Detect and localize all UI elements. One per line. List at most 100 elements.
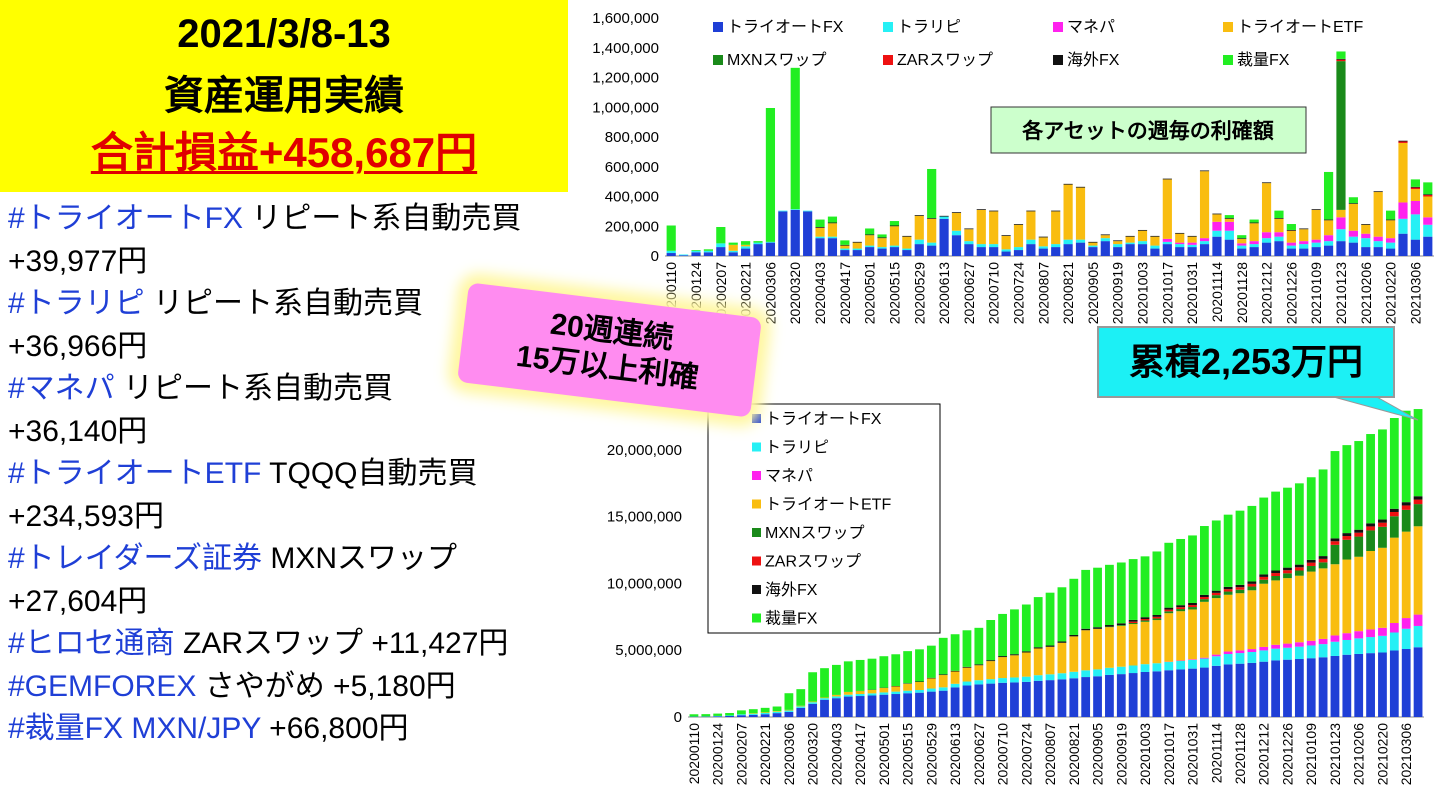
result-tag[interactable]: #トライオートFX: [8, 202, 244, 235]
bar-segment: [1366, 434, 1375, 524]
bar-segment: [1199, 594, 1209, 598]
result-row: #トライオートFX リピート系自動売買: [8, 198, 578, 241]
result-desc: +66,800円: [260, 712, 409, 745]
y-tick-label: 0: [674, 709, 682, 726]
bar-segment: [1033, 675, 1043, 681]
bar-segment: [1413, 499, 1423, 505]
bar-segment: [1187, 242, 1197, 245]
bar-segment: [679, 254, 689, 256]
result-tag[interactable]: #裁量FX MXN/JPY: [8, 712, 261, 745]
bar-segment: [1323, 219, 1334, 221]
x-tick-label: 20200306: [762, 262, 778, 325]
result-tag[interactable]: #ヒロセ通商: [8, 627, 175, 660]
y-tick-label: 800,000: [605, 129, 659, 146]
bar-segment: [1033, 648, 1043, 676]
bar-segment: [1051, 210, 1061, 212]
bar-segment: [831, 664, 841, 695]
bar-segment: [765, 241, 776, 243]
bar-segment: [1274, 241, 1284, 256]
bar-segment: [772, 706, 782, 712]
result-desc: TQQQ自動売買: [261, 457, 478, 490]
bar-segment: [1211, 654, 1221, 657]
bar-segment: [1224, 218, 1234, 219]
bar-segment: [903, 693, 913, 717]
result-row: #トラリピ リピート系自動売買: [8, 283, 578, 326]
bar-segment: [1069, 578, 1079, 635]
result-row: +36,966円: [8, 326, 578, 369]
bar-segment: [1401, 648, 1411, 717]
bar-segment: [820, 697, 829, 699]
x-tick-label: 20201226: [1279, 723, 1295, 786]
y-tick-label: 200,000: [605, 218, 659, 235]
bar-segment: [865, 235, 875, 246]
bar-segment: [1140, 617, 1150, 620]
bar-segment: [1199, 244, 1210, 256]
bar-segment: [1261, 182, 1272, 184]
bar-segment: [1294, 659, 1304, 717]
bar-segment: [843, 661, 853, 692]
bar-segment: [1237, 248, 1247, 256]
result-desc: +234,593円: [8, 499, 164, 533]
bar-segment: [1235, 584, 1245, 588]
bar-segment: [889, 225, 900, 227]
result-tag[interactable]: #トレイダーズ証券: [8, 542, 262, 575]
bar-segment: [1188, 607, 1197, 610]
legend-label: トライオートETF: [1237, 19, 1363, 36]
bar-segment: [760, 712, 770, 713]
x-tick-label: 20210306: [1407, 262, 1423, 325]
x-tick-label: 20200627: [971, 723, 987, 786]
bar-segment: [1188, 535, 1197, 603]
bar-segment: [1113, 241, 1123, 245]
bar-segment: [1261, 183, 1272, 233]
bar-segment: [1211, 592, 1221, 596]
bar-segment: [1199, 241, 1210, 245]
bar-segment: [1176, 669, 1186, 717]
bar-segment: [1366, 653, 1375, 717]
result-tag[interactable]: #トラリピ: [8, 287, 145, 320]
bar-segment: [1069, 678, 1079, 717]
legend-label: MXNスワップ: [765, 524, 865, 542]
bar-segment: [784, 710, 794, 712]
bar-segment: [1410, 200, 1420, 215]
bar-segment: [1385, 238, 1396, 243]
bar-segment: [951, 230, 962, 236]
legend-swatch: [1053, 55, 1063, 65]
bar-segment: [1150, 245, 1160, 249]
bar-segment: [1423, 194, 1433, 196]
bar-segment: [939, 216, 949, 219]
bar-segment: [1389, 508, 1399, 512]
bar-segment: [914, 215, 924, 216]
bar-segment: [1318, 558, 1328, 563]
bar-segment: [1259, 583, 1269, 647]
bar-segment: [1237, 238, 1247, 244]
bar-segment: [1212, 213, 1222, 215]
bar-segment: [1336, 217, 1346, 230]
result-tag[interactable]: #マネパ: [8, 372, 115, 405]
bar-segment: [1354, 556, 1364, 632]
x-tick-label: 20200501: [876, 723, 892, 786]
x-tick-label: 20201114: [1209, 262, 1225, 322]
bar-segment: [1010, 654, 1019, 656]
bar-segment: [1385, 220, 1396, 239]
bar-segment: [1247, 505, 1257, 582]
bar-segment: [765, 242, 776, 256]
bar-segment: [1423, 236, 1433, 256]
result-tag[interactable]: #トライオートETF: [8, 457, 262, 490]
x-tick-label: 20201212: [1259, 262, 1275, 325]
bar-segment: [915, 681, 924, 691]
bar-segment: [1199, 170, 1210, 172]
bar-segment: [867, 689, 877, 694]
bar-segment: [964, 228, 974, 230]
bar-segment: [753, 244, 763, 256]
bar-segment: [1342, 539, 1352, 560]
bar-segment: [877, 238, 887, 248]
bar-segment: [1247, 649, 1257, 653]
bar-segment: [1398, 218, 1408, 234]
bar-segment: [1318, 644, 1328, 658]
bar-segment: [1175, 247, 1185, 256]
bar-segment: [803, 210, 813, 212]
bar-segment: [986, 661, 996, 680]
legend-swatch: [883, 22, 893, 32]
result-tag[interactable]: #GEMFOREX: [8, 669, 197, 703]
bar-segment: [1026, 244, 1036, 256]
